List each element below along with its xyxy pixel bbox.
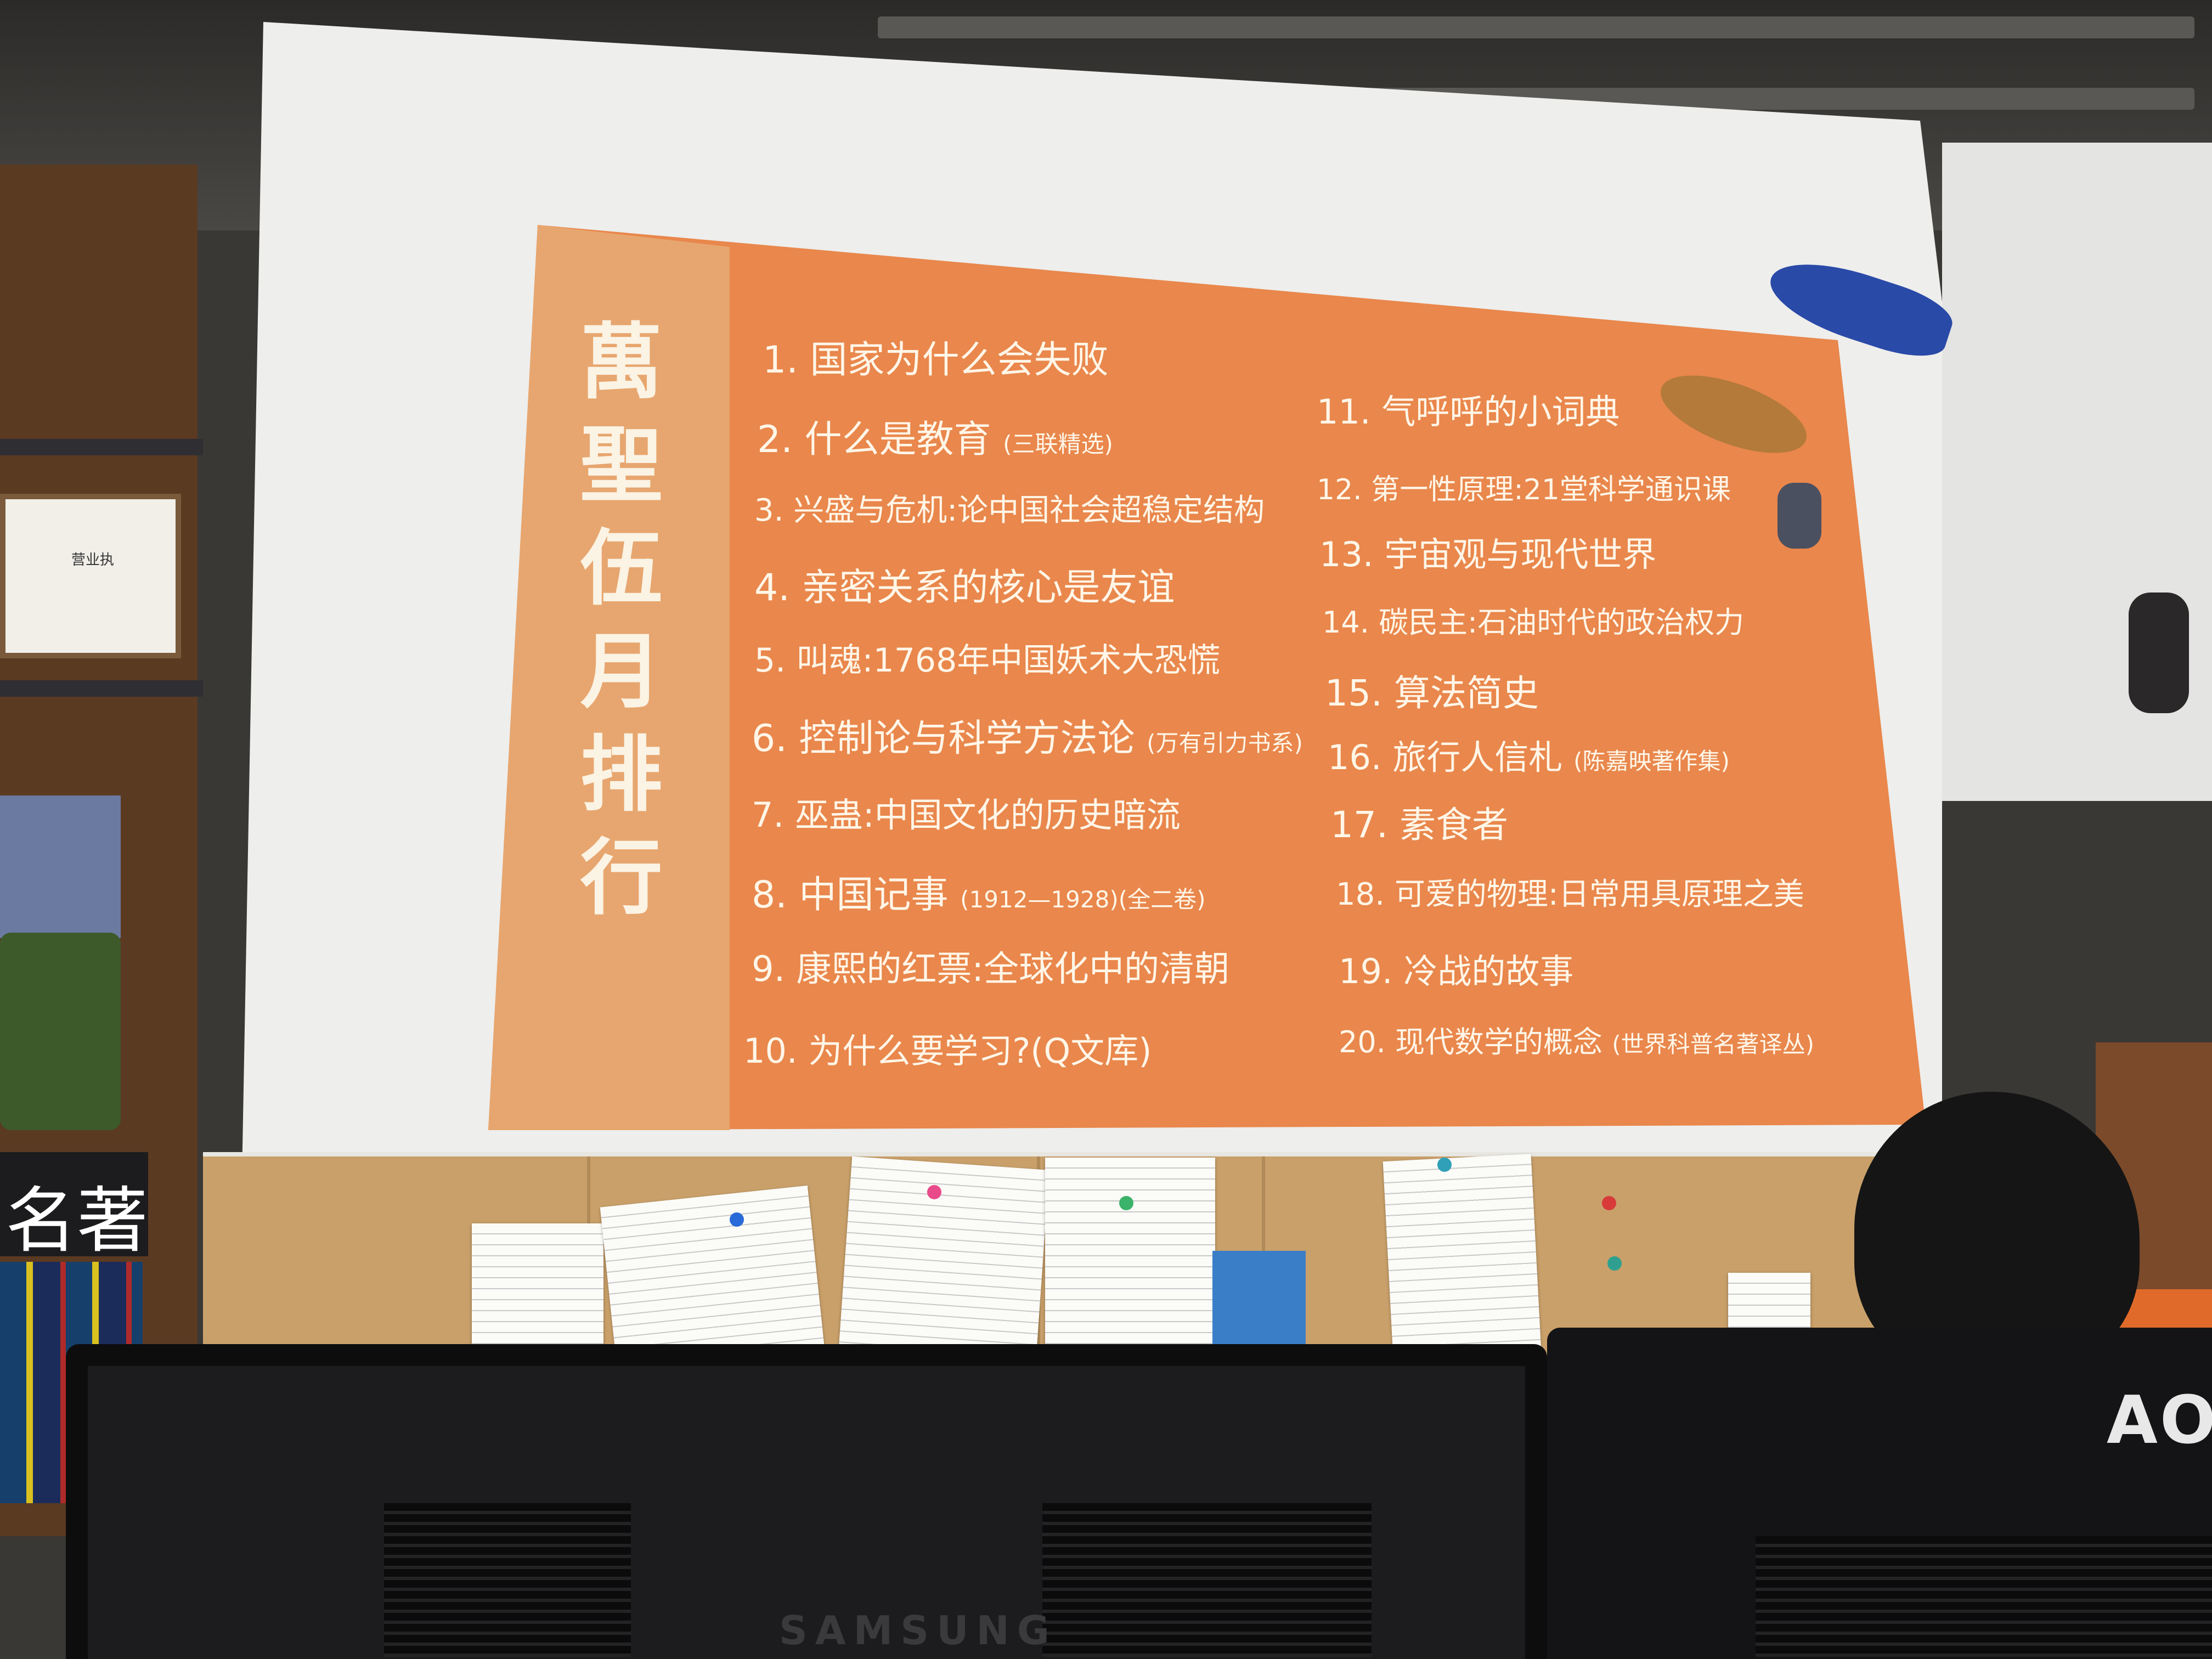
pinned-paper <box>1045 1158 1215 1355</box>
book-note: (世界科普名著译丛) <box>1612 1031 1815 1058</box>
book-title: 叫魂:1768年中国妖术大恐慌 <box>796 641 1221 680</box>
category-sign-text: 名著 <box>5 1179 149 1262</box>
book-title: 国家为什么会失败 <box>810 338 1109 382</box>
rank-number: 20. <box>1339 1025 1386 1059</box>
ranking-item: 14. 碳民主:石油时代的政治权力 <box>1322 598 1744 641</box>
book-note: (万有引力书系) <box>1147 730 1303 757</box>
category-sign <box>0 1152 148 1256</box>
book-title: 控制论与科学方法论 <box>799 717 1135 760</box>
board-title: 萬聖伍月排行 <box>566 318 663 937</box>
ranking-item: 7. 巫蛊:中国文化的历史暗流 <box>752 787 1181 837</box>
book-title: 宇宙观与现代世界 <box>1384 534 1657 574</box>
ranking-item: 6. 控制论与科学方法论 (万有引力书系) <box>752 708 1303 762</box>
book-title: 可爱的物理:日常用具原理之美 <box>1394 877 1804 912</box>
ranking-item: 9. 康熙的红票:全球化中的清朝 <box>752 941 1229 991</box>
monitor-right-brand: AOC <box>2107 1383 2212 1459</box>
push-pin <box>1119 1196 1133 1210</box>
rank-number: 17. <box>1330 804 1388 846</box>
shelf-board <box>0 680 203 697</box>
book-title: 碳民主:石油时代的政治权力 <box>1379 605 1745 640</box>
ranking-item: 11. 气呼呼的小词典 <box>1317 384 1620 433</box>
book-note: (1912—1928)(全二卷) <box>960 886 1206 913</box>
rank-number: 6. <box>752 717 787 760</box>
green-mug <box>0 933 121 1130</box>
book-title: 亲密关系的核心是友谊 <box>802 566 1175 610</box>
rank-number: 8. <box>752 873 787 917</box>
book-title: 兴盛与危机:论中国社会超稳定结构 <box>793 493 1265 528</box>
book-title: 康熙的红票:全球化中的清朝 <box>796 949 1229 990</box>
ranking-item: 8. 中国记事 (1912—1928)(全二卷) <box>752 864 1205 918</box>
ceiling-beam <box>878 16 2194 38</box>
book-title: 气呼呼的小词典 <box>1381 392 1620 432</box>
rank-number: 11. <box>1317 392 1371 432</box>
book-title: 算法简史 <box>1393 672 1539 714</box>
ranking-item: 13. 宇宙观与现代世界 <box>1319 527 1656 576</box>
vent-grille <box>1756 1536 2212 1657</box>
book-title: 第一性原理:21堂科学通识课 <box>1371 473 1731 506</box>
ranking-item: 16. 旅行人信札 (陈嘉映著作集) <box>1328 730 1730 779</box>
push-pin <box>1607 1256 1622 1271</box>
book-title: 冷战的故事 <box>1403 951 1574 991</box>
book-title: 旅行人信札 <box>1392 737 1563 777</box>
book-title: 为什么要学习?(Q文库) <box>808 1031 1152 1071</box>
poster <box>0 795 121 938</box>
vent-grille <box>384 1503 631 1657</box>
book-title: 素食者 <box>1399 804 1508 846</box>
ranking-item: 12. 第一性原理:21堂科学通识课 <box>1317 466 1731 507</box>
book-title: 现代数学的概念 <box>1395 1025 1603 1059</box>
ranking-item: 1. 国家为什么会失败 <box>763 329 1109 383</box>
ranking-item: 4. 亲密关系的核心是友谊 <box>754 557 1175 611</box>
ranking-item: 15. 算法简史 <box>1325 664 1539 716</box>
rank-number: 16. <box>1328 737 1382 777</box>
ranking-item: 18. 可爱的物理:日常用具原理之美 <box>1336 870 1804 914</box>
ranking-item: 10. 为什么要学习?(Q文库) <box>743 1023 1152 1073</box>
rank-number: 7. <box>752 795 785 835</box>
ranking-item: 20. 现代数学的概念 (世界科普名著译丛) <box>1339 1018 1814 1061</box>
rank-number: 2. <box>757 418 793 461</box>
rank-number: 10. <box>743 1031 798 1071</box>
business-license-frame <box>0 494 181 658</box>
rank-number: 9. <box>752 949 786 990</box>
shelf-board <box>0 439 203 455</box>
monitor-left-brand: SAMSUNG <box>779 1607 1057 1654</box>
book-title: 什么是教育 <box>804 418 991 461</box>
vent-grille <box>1042 1503 1372 1657</box>
rank-number: 18. <box>1336 877 1385 912</box>
rank-number: 12. <box>1317 473 1362 506</box>
ranking-item: 17. 素食者 <box>1330 795 1508 848</box>
push-pin <box>927 1185 941 1199</box>
rank-number: 13. <box>1319 534 1374 574</box>
wooden-mask <box>2129 592 2189 713</box>
rank-number: 5. <box>754 641 786 680</box>
rank-number: 3. <box>754 493 784 528</box>
rank-number: 14. <box>1322 605 1369 640</box>
book-title: 中国记事 <box>799 873 949 917</box>
cat-figurine <box>1778 483 1821 549</box>
ranking-item: 3. 兴盛与危机:论中国社会超稳定结构 <box>754 486 1265 530</box>
license-title: 营业执 <box>71 552 115 568</box>
push-pin <box>730 1212 744 1227</box>
rank-number: 15. <box>1325 672 1383 714</box>
ranking-item: 2. 什么是教育 (三联精选) <box>757 409 1113 463</box>
book-note: (三联精选) <box>1003 431 1113 458</box>
pinned-paper <box>1383 1154 1542 1359</box>
rank-number: 1. <box>763 338 798 382</box>
push-pin <box>1437 1158 1452 1172</box>
rank-number: 4. <box>754 566 790 610</box>
ranking-item: 5. 叫魂:1768年中国妖术大恐慌 <box>754 634 1220 681</box>
push-pin <box>1602 1196 1616 1210</box>
ranking-item: 19. 冷战的故事 <box>1339 944 1573 993</box>
book-note: (陈嘉映著作集) <box>1573 748 1730 775</box>
rank-number: 19. <box>1339 951 1393 991</box>
book-title: 巫蛊:中国文化的历史暗流 <box>794 795 1181 835</box>
pinned-paper <box>838 1156 1049 1373</box>
